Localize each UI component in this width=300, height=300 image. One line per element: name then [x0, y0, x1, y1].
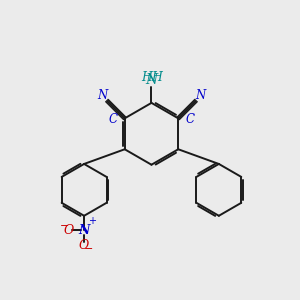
- Text: +: +: [88, 216, 96, 226]
- Text: O: O: [64, 224, 74, 237]
- Text: N: N: [97, 89, 107, 102]
- Text: H: H: [151, 71, 162, 84]
- Text: H: H: [141, 71, 152, 84]
- Text: N: N: [78, 224, 90, 237]
- Text: −: −: [59, 221, 69, 231]
- Text: C: C: [109, 113, 118, 126]
- Text: −: −: [84, 244, 94, 254]
- Text: N: N: [196, 89, 206, 102]
- Text: O: O: [79, 239, 89, 252]
- Text: C: C: [185, 113, 194, 126]
- Text: N: N: [146, 73, 158, 87]
